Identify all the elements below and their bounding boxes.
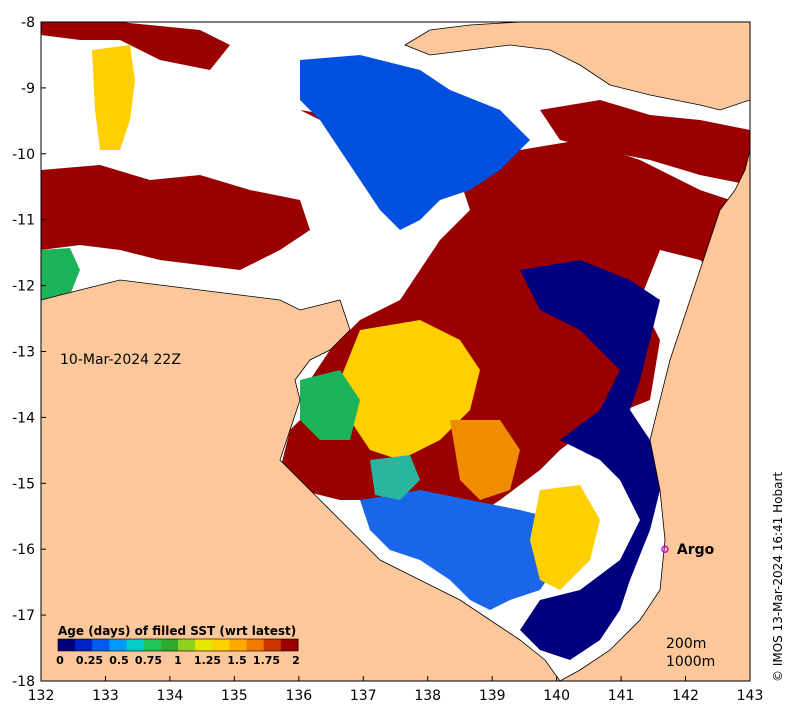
colorbar-tick-label: 1: [174, 654, 182, 667]
sst-data-layer: [41, 22, 750, 660]
y-tick-label: -11: [12, 213, 35, 229]
x-tick-label: 138: [414, 688, 441, 704]
x-tick-label: 134: [157, 688, 184, 704]
x-tick-label: 133: [92, 688, 119, 704]
colorbar-swatch: [178, 639, 196, 651]
gulf-mainland-land: [41, 279, 561, 681]
y-tick-label: -18: [12, 674, 35, 690]
colorbar-tick-label: 1.25: [194, 654, 221, 667]
sst-region-navy: [520, 260, 660, 660]
colorbar-tick-label: 0.25: [76, 654, 103, 667]
y-tick-label: -14: [12, 410, 35, 426]
y-tick-label: -8: [21, 15, 35, 31]
sst-region-yellow-east: [530, 485, 600, 590]
x-tick-label: 142: [672, 688, 699, 704]
y-tick-label: -17: [12, 608, 35, 624]
colorbar-tick-label: 0.75: [135, 654, 162, 667]
land-layer: [41, 22, 750, 681]
y-axis: -8 -9 -10 -11 -12 -13 -14 -15 -16 -17 -18: [12, 15, 46, 690]
x-tick-label: 132: [28, 688, 55, 704]
sst-region-green: [300, 370, 360, 440]
x-tick-label: 143: [737, 688, 764, 704]
colorbar-tick-label: 0.5: [109, 654, 129, 667]
colorbar-swatch: [212, 639, 230, 651]
argo-label: Argo: [677, 542, 715, 558]
colorbar-swatch: [280, 639, 299, 651]
date-label: 10-Mar-2024 22Z: [60, 352, 181, 368]
x-tick-label: 137: [350, 688, 377, 704]
sst-region-north-red: [41, 22, 230, 70]
argo-marker-icon: [661, 545, 669, 553]
x-axis: 132 133 134 135 136 137 138 139 140 141 142 143: [28, 676, 764, 704]
colorbar-swatch: [263, 639, 282, 651]
colorbar-frame: [57, 638, 299, 652]
colorbar-swatch: [195, 639, 213, 651]
y-tick-label: -13: [12, 345, 35, 361]
colorbar-swatch: [246, 639, 265, 651]
y-tick-label: -15: [12, 476, 35, 492]
new-guinea-land: [404, 22, 750, 111]
sst-region-west-red: [41, 165, 310, 270]
y-tick-label: -12: [12, 279, 35, 295]
x-tick-label: 140: [543, 688, 570, 704]
colorbar-swatches: [57, 638, 299, 652]
argo-marker: Argo: [661, 542, 715, 558]
colorbar-tick-label: 1.75: [253, 654, 280, 667]
sst-region-green-west: [41, 248, 80, 300]
y-tick-label: -10: [12, 147, 35, 163]
sst-region-northeast-red: [540, 100, 750, 185]
colorbar-swatch: [75, 639, 93, 651]
colorbar-tick-label: 1.5: [227, 654, 247, 667]
colorbar-ticks: 0 0.25 0.5 0.75 1 1.25 1.5 1.75 2: [56, 654, 300, 667]
y-tick-label: -16: [12, 542, 35, 558]
cape-york-land: [559, 22, 750, 681]
colorbar-swatch: [143, 639, 162, 651]
colorbar-swatch: [126, 639, 145, 651]
x-tick-label: 141: [608, 688, 635, 704]
colorbar-swatch: [58, 639, 76, 651]
credit-text: © IMOS 13-Mar-2024 16:41 Hobart: [771, 472, 785, 682]
sst-region-blue-south: [360, 490, 560, 610]
depth-label-1000m: 1000m: [666, 654, 715, 670]
colorbar-swatch: [92, 639, 110, 651]
sst-region-teal: [370, 455, 420, 500]
x-tick-label: 139: [479, 688, 506, 704]
colorbar-title: Age (days) of filled SST (wrt latest): [58, 624, 296, 638]
colorbar-swatch: [229, 639, 248, 651]
colorbar-tick-label: 2: [292, 654, 300, 667]
x-tick-label: 135: [221, 688, 248, 704]
colorbar-swatch: [160, 639, 179, 651]
sst-region-blue-north: [300, 55, 530, 230]
y-tick-label: -9: [21, 81, 35, 97]
colorbar-swatch: [109, 639, 128, 651]
x-tick-label: 136: [285, 688, 312, 704]
sst-region-yellow: [340, 320, 480, 460]
map-layers: [41, 22, 750, 681]
sst-region-yellow-northwest: [92, 45, 135, 150]
sst-region-orange: [450, 420, 520, 500]
depth-label-200m: 200m: [666, 636, 706, 652]
colorbar-tick-label: 0: [56, 654, 64, 667]
